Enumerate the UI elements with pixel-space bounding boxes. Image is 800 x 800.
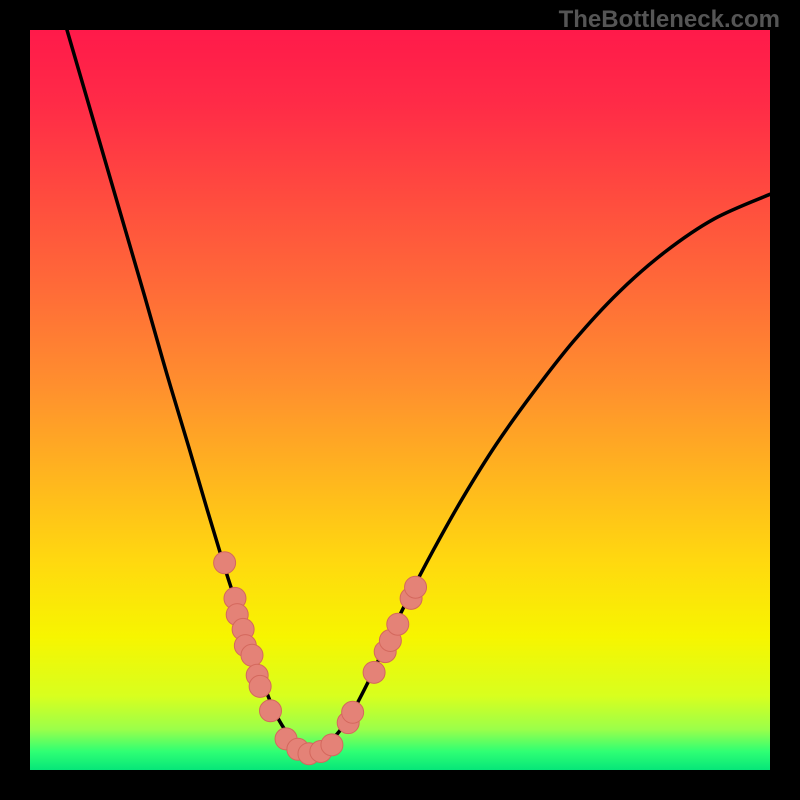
scatter-point bbox=[214, 552, 236, 574]
chart-stage: TheBottleneck.com bbox=[0, 0, 800, 800]
scatter-point bbox=[241, 644, 263, 666]
chart-svg bbox=[0, 0, 800, 800]
scatter-point bbox=[321, 734, 343, 756]
scatter-series bbox=[214, 552, 427, 765]
scatter-point bbox=[405, 576, 427, 598]
scatter-point bbox=[387, 613, 409, 635]
scatter-point bbox=[342, 701, 364, 723]
scatter-point bbox=[260, 700, 282, 722]
bottleneck-curve bbox=[67, 30, 770, 752]
scatter-point bbox=[249, 675, 271, 697]
watermark-text: TheBottleneck.com bbox=[559, 6, 780, 34]
scatter-point bbox=[363, 661, 385, 683]
